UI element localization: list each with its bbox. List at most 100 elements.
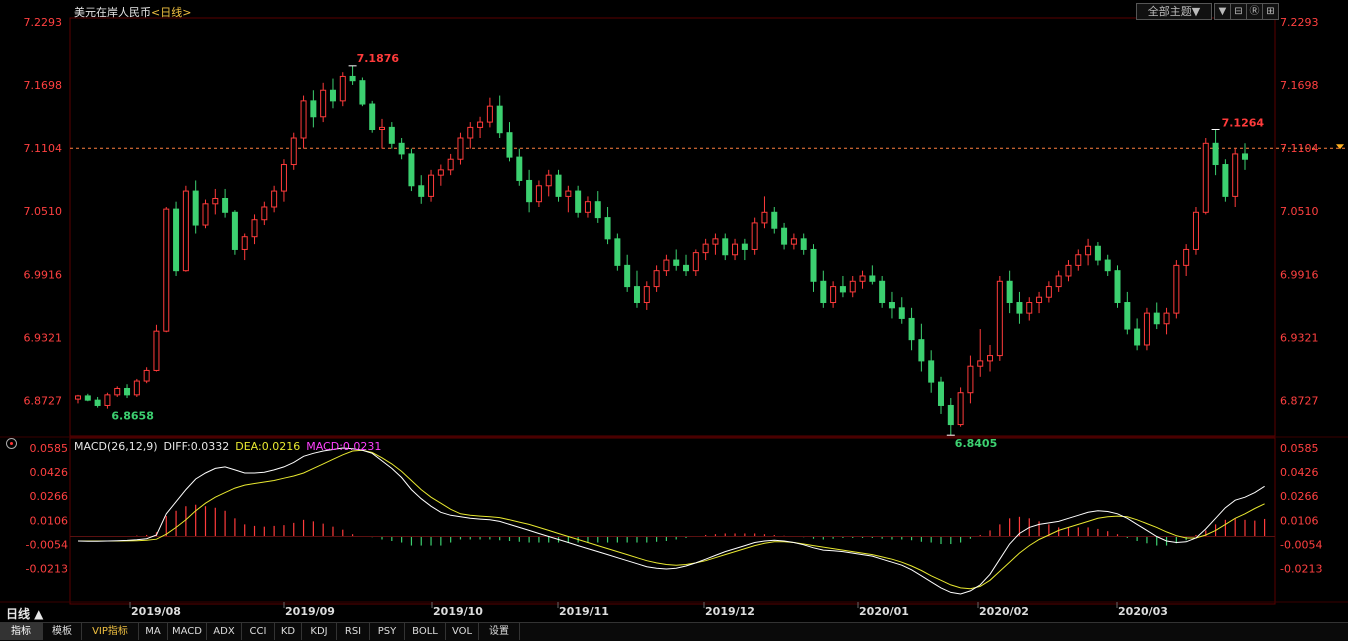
- candle-body: [996, 280, 1003, 357]
- candle-body: [692, 252, 699, 272]
- price-tick-right: 6.8727: [1280, 394, 1319, 407]
- candle-body: [526, 179, 533, 203]
- tab-vol[interactable]: VOL: [446, 623, 479, 640]
- tab-ma[interactable]: MA: [139, 623, 168, 640]
- candle-body: [741, 243, 748, 250]
- low-price-label: 6.8405: [955, 437, 997, 450]
- recent-high-label: 7.1264: [1222, 117, 1265, 130]
- macd-params: MACD(26,12,9): [74, 440, 158, 453]
- current-price-marker-icon: [1336, 144, 1344, 150]
- candle-body: [535, 185, 542, 203]
- tab-psy[interactable]: PSY: [370, 623, 405, 640]
- candle-body: [1075, 254, 1082, 266]
- collapse-icon[interactable]: ▼: [1214, 3, 1231, 20]
- restore-icon[interactable]: Ⓡ: [1246, 3, 1263, 20]
- period-close-bracket: >: [182, 6, 192, 19]
- tab-macd[interactable]: MACD: [168, 623, 207, 640]
- candle-body: [104, 394, 111, 406]
- tab-kdj[interactable]: KDJ: [302, 623, 337, 640]
- candle-body: [280, 164, 287, 192]
- macd-tick-right: 0.0106: [1280, 514, 1319, 527]
- macd-panel-frame: [69, 437, 1276, 605]
- candle-body: [830, 286, 837, 304]
- candle-body: [977, 360, 984, 367]
- candle-body: [751, 222, 758, 250]
- macd-settings-icon[interactable]: [6, 438, 17, 449]
- candle-body: [428, 174, 435, 197]
- candle-body: [457, 137, 464, 160]
- macd-tick-right: -0.0213: [1280, 563, 1322, 576]
- price-tick-right: 6.9916: [1280, 268, 1319, 281]
- theme-dropdown[interactable]: 全部主题▼: [1136, 3, 1212, 20]
- candle-body: [222, 198, 229, 213]
- candle-body: [1183, 248, 1190, 266]
- candle-body: [153, 330, 160, 371]
- candle-body: [643, 286, 650, 304]
- candle-body: [1026, 302, 1033, 314]
- macd-diff-value: DIFF:0.0332: [163, 440, 230, 453]
- price-tick-right: 7.1104: [1280, 142, 1319, 155]
- tab-rsi[interactable]: RSI: [337, 623, 370, 640]
- tab-vip-indicators[interactable]: VIP指标: [82, 623, 139, 640]
- tab-boll[interactable]: BOLL: [405, 623, 446, 640]
- x-axis-label: 2019/10: [433, 605, 483, 618]
- candle-body: [1124, 302, 1131, 330]
- macd-tick-left: 0.0585: [30, 442, 69, 455]
- candle-body: [1036, 296, 1043, 304]
- candle-body: [928, 360, 935, 383]
- price-panel-frame: [69, 17, 1276, 437]
- candle-body: [1143, 312, 1150, 346]
- price-tick-left: 7.0510: [24, 205, 63, 218]
- candle-body: [820, 280, 827, 304]
- candle-body: [545, 174, 552, 187]
- period-name: 日线: [160, 6, 183, 19]
- candle-body: [575, 190, 582, 213]
- candle-body: [761, 211, 768, 224]
- macd-dea-value: DEA:0.0216: [235, 440, 301, 453]
- candle-body: [1192, 211, 1199, 250]
- candle-body: [506, 132, 513, 158]
- candle-body: [437, 169, 444, 176]
- x-axis-label: 2019/12: [705, 605, 755, 618]
- tab-kd[interactable]: KD: [275, 623, 302, 640]
- period-selector[interactable]: 日线 ▲: [6, 607, 44, 621]
- candle-body: [633, 286, 640, 304]
- candle-body: [1222, 164, 1229, 197]
- candle-body: [408, 153, 415, 187]
- tab-indicators[interactable]: 指标: [0, 623, 43, 640]
- price-tick-right: 7.2293: [1280, 16, 1319, 29]
- tab-templates[interactable]: 模板: [43, 623, 82, 640]
- macd-tick-left: -0.0213: [26, 563, 68, 576]
- candle-body: [1212, 142, 1219, 166]
- tab-settings[interactable]: 设置: [479, 623, 520, 640]
- candle-body: [212, 198, 219, 205]
- high-price-label: 7.1876: [357, 52, 400, 65]
- maximize-icon[interactable]: ⊞: [1262, 3, 1279, 20]
- x-axis-label: 2020/01: [859, 605, 909, 618]
- candle-body: [584, 201, 591, 213]
- x-axis-label: 2019/11: [559, 605, 609, 618]
- candle-body: [879, 280, 886, 304]
- tab-adx[interactable]: ADX: [207, 623, 242, 640]
- candle-body: [1242, 153, 1248, 160]
- candle-body: [261, 206, 268, 221]
- x-axis-label: 2019/08: [131, 605, 181, 618]
- layout-icon[interactable]: ⊟: [1230, 3, 1247, 20]
- price-tick-left: 7.1698: [24, 79, 63, 92]
- candle-body: [231, 211, 238, 250]
- candle-body: [300, 100, 307, 139]
- candle-body: [1094, 245, 1101, 261]
- macd-legend: MACD(26,12,9) DIFF:0.0332 DEA:0.0216 MACD:0…: [74, 440, 387, 453]
- candle-body: [241, 236, 248, 250]
- candle-body: [987, 355, 994, 362]
- candle-body: [1065, 264, 1072, 277]
- candle-body: [673, 259, 680, 266]
- tab-cci[interactable]: CCI: [242, 623, 275, 640]
- candle-body: [192, 190, 199, 226]
- candle-body: [555, 174, 562, 197]
- diff-line: [77, 447, 1265, 595]
- candle-body: [702, 243, 709, 254]
- macd-tick-left: 0.0426: [30, 466, 69, 479]
